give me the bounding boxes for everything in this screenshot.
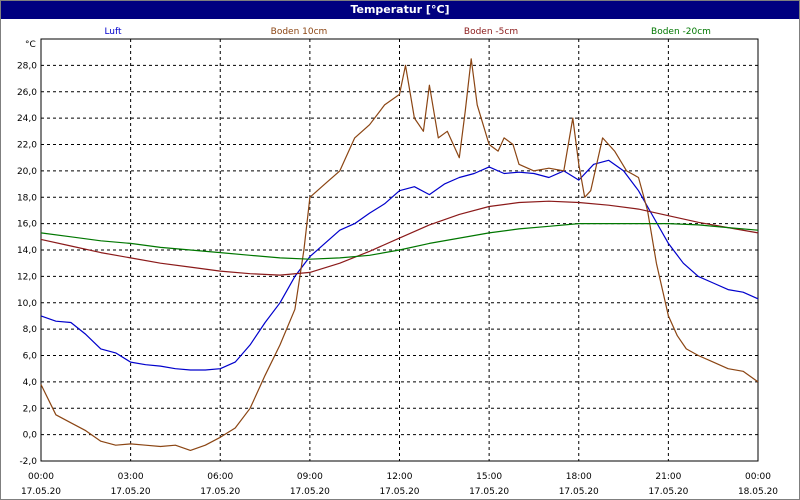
- y-tick-label: 12,0: [17, 272, 37, 282]
- series-lines: [40, 58, 759, 451]
- series-line-4: [40, 223, 759, 260]
- y-tick-label: 0,0: [23, 431, 38, 441]
- y-tick-label: 26,0: [17, 88, 37, 98]
- legend-entry-1: Luft: [104, 27, 122, 37]
- legend: Luft Boden 10cm Boden -5cm Boden -20cm: [104, 27, 711, 37]
- x-tick-date: 17.05.20: [379, 487, 419, 497]
- x-tick-time: 15:00: [476, 472, 502, 482]
- y-tick-label: 8,0: [23, 325, 38, 335]
- x-tick-date: 17.05.20: [111, 487, 151, 497]
- y-axis-unit: °C: [25, 40, 36, 50]
- x-tick-time: 00:00: [745, 472, 771, 482]
- series-line-3: [40, 200, 759, 276]
- y-tick-label: 28,0: [17, 61, 37, 71]
- x-tick-time: 03:00: [118, 472, 144, 482]
- y-tick-label: 10,0: [17, 299, 37, 309]
- y-tick-label: 6,0: [23, 352, 38, 362]
- y-tick-label: 4,0: [23, 378, 38, 388]
- y-tick-label: -2,0: [19, 457, 37, 467]
- legend-entry-4: Boden -20cm: [651, 27, 711, 37]
- y-tick-label: 16,0: [17, 220, 37, 230]
- x-tick-time: 06:00: [207, 472, 233, 482]
- x-tick-date: 18.05.20: [738, 487, 778, 497]
- x-tick-date: 17.05.20: [469, 487, 509, 497]
- y-tick-label: 2,0: [23, 404, 38, 414]
- y-tick-label: 14,0: [17, 246, 37, 256]
- x-tick-time: 09:00: [297, 472, 323, 482]
- series-line-2: [40, 58, 759, 451]
- x-tick-date: 17.05.20: [200, 487, 240, 497]
- legend-entry-3: Boden -5cm: [464, 27, 518, 37]
- y-tick-label: 18,0: [17, 193, 37, 203]
- x-tick-time: 18:00: [566, 472, 592, 482]
- y-tick-label: 22,0: [17, 141, 37, 151]
- legend-entry-2: Boden 10cm: [271, 27, 328, 37]
- x-tick-time: 21:00: [655, 472, 681, 482]
- x-tick-date: 17.05.20: [21, 487, 61, 497]
- x-tick-date: 17.05.20: [290, 487, 330, 497]
- y-axis-ticks: -2,0 0,0 2,0 4,0 6,0 8,0 10,0 12,0 14,0 16,0 18,0 2…: [17, 61, 37, 467]
- y-tick-label: 24,0: [17, 114, 37, 124]
- x-tick-time: 00:00: [28, 472, 54, 482]
- window-title: Temperatur [°C]: [1, 1, 799, 19]
- y-tick-label: 20,0: [17, 167, 37, 177]
- x-tick-date: 17.05.20: [559, 487, 599, 497]
- x-axis-ticks: 00:00 17.05.20 03:00 17.05.20 06:00 17.05.20 0…: [21, 472, 778, 497]
- x-tick-time: 12:00: [387, 472, 413, 482]
- x-tick-date: 17.05.20: [648, 487, 688, 497]
- series-line-1: [40, 159, 759, 371]
